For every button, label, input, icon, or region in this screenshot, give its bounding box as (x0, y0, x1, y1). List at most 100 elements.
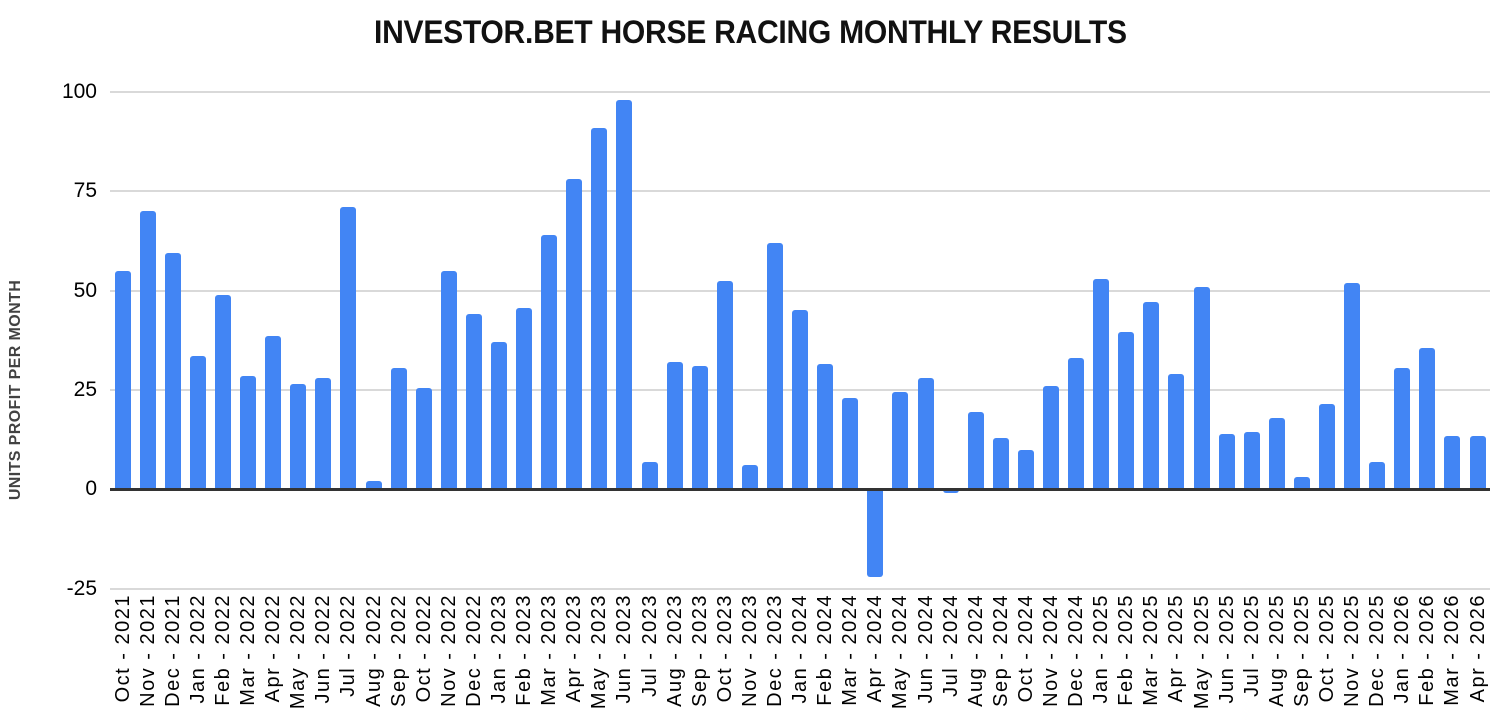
x-tick-label-oct-2022: Oct - 2022 (412, 594, 435, 703)
bar-may-2023 (591, 127, 608, 490)
bar-nov-2021 (139, 211, 156, 490)
x-tick-label-may-2022: May - 2022 (287, 594, 310, 710)
bar-jan-2022 (189, 356, 206, 490)
bar-oct-2025 (1318, 403, 1335, 490)
zero-axis-line (110, 487, 1490, 491)
bar-sep-2025 (1293, 477, 1310, 490)
bar-mar-2025 (1143, 302, 1160, 490)
bar-feb-2024 (817, 364, 834, 490)
bar-may-2025 (1193, 286, 1210, 490)
x-tick-label-jun-2022: Jun - 2022 (312, 594, 335, 704)
x-tick-label-mar-2023: Mar - 2023 (538, 594, 561, 706)
bar-jan-2025 (1093, 278, 1110, 490)
bar-jul-2025 (1243, 431, 1260, 490)
x-tick-label-mar-2026: Mar - 2026 (1441, 594, 1464, 706)
x-tick-label-nov-2022: Nov - 2022 (437, 594, 460, 707)
bar-feb-2023 (516, 308, 532, 490)
bar-oct-2021 (114, 270, 131, 490)
x-tick-label-may-2023: May - 2023 (588, 594, 611, 710)
bar-apr-2023 (566, 179, 583, 490)
bar-dec-2024 (1068, 358, 1084, 490)
x-tick-label-feb-2026: Feb - 2026 (1416, 594, 1439, 706)
bar-apr-2025 (1168, 374, 1185, 490)
bar-nov-2023 (741, 465, 758, 490)
bar-nov-2022 (440, 270, 457, 490)
bar-dec-2021 (164, 252, 181, 490)
x-tick-label-dec-2024: Dec - 2024 (1065, 594, 1087, 707)
bar-mar-2024 (842, 397, 859, 490)
x-tick-label-aug-2023: Aug - 2023 (663, 594, 686, 707)
bar-dec-2025 (1369, 461, 1386, 490)
bar-jun-2023 (616, 99, 633, 490)
x-tick-label-sep-2025: Sep - 2025 (1290, 594, 1313, 707)
bar-nov-2025 (1344, 282, 1360, 490)
bar-feb-2025 (1118, 332, 1135, 490)
x-tick-label-nov-2021: Nov - 2021 (136, 594, 159, 707)
bar-mar-2026 (1444, 435, 1461, 490)
x-tick-label-aug-2025: Aug - 2025 (1265, 594, 1288, 707)
bar-may-2022 (290, 383, 307, 490)
x-tick-label-sep-2024: Sep - 2024 (989, 594, 1012, 707)
bar-jul-2024 (942, 489, 959, 494)
bar-dec-2023 (766, 242, 783, 490)
bar-nov-2024 (1042, 385, 1059, 490)
bar-aug-2022 (365, 481, 382, 490)
x-tick-label-jul-2025: Jul - 2025 (1240, 594, 1263, 697)
x-tick-label-nov-2024: Nov - 2024 (1039, 594, 1062, 707)
x-tick-label-feb-2024: Feb - 2024 (814, 594, 837, 706)
x-tick-label-jan-2023: Jan - 2023 (487, 594, 510, 704)
bar-feb-2026 (1419, 348, 1436, 490)
x-tick-label-jan-2026: Jan - 2026 (1391, 594, 1414, 704)
x-tick-label-sep-2022: Sep - 2022 (387, 594, 410, 707)
x-tick-label-apr-2024: Apr - 2024 (864, 594, 887, 703)
bar-oct-2023 (716, 280, 733, 490)
bar-sep-2023 (691, 366, 708, 490)
x-tick-label-feb-2023: Feb - 2023 (513, 594, 535, 706)
x-tick-label-may-2024: May - 2024 (889, 594, 912, 710)
bar-aug-2024 (967, 411, 984, 490)
bar-jun-2022 (315, 378, 332, 490)
bar-jan-2023 (490, 342, 507, 490)
x-tick-label-feb-2022: Feb - 2022 (211, 594, 234, 706)
bar-jul-2023 (641, 461, 658, 490)
x-tick-label-jul-2022: Jul - 2022 (337, 594, 360, 697)
bar-jan-2026 (1394, 368, 1411, 490)
bar-jun-2024 (917, 378, 934, 490)
bar-jun-2025 (1218, 433, 1235, 490)
bar-mar-2023 (541, 234, 558, 490)
x-tick-label-mar-2025: Mar - 2025 (1140, 594, 1163, 706)
x-tick-label-mar-2022: Mar - 2022 (237, 594, 259, 706)
x-tick-label-oct-2025: Oct - 2025 (1315, 594, 1338, 703)
x-tick-label-oct-2024: Oct - 2024 (1014, 594, 1037, 703)
x-tick-label-jul-2023: Jul - 2023 (638, 594, 661, 697)
chart-title: INVESTOR.BET HORSE RACING MONTHLY RESULT… (0, 14, 1500, 51)
x-tick-label-apr-2025: Apr - 2025 (1165, 594, 1188, 703)
gridline-75 (110, 190, 1490, 193)
bar-dec-2022 (465, 314, 482, 490)
x-tick-label-aug-2022: Aug - 2022 (362, 594, 385, 707)
bar-aug-2023 (666, 362, 683, 490)
x-tick-label-jan-2022: Jan - 2022 (186, 594, 209, 704)
x-tick-label-sep-2023: Sep - 2023 (688, 594, 711, 707)
y-tick-label-75: 75 (73, 179, 97, 203)
chart-title-text: INVESTOR.BET HORSE RACING MONTHLY RESULT… (373, 14, 1127, 50)
bar-may-2024 (892, 391, 909, 490)
x-tick-label-jan-2025: Jan - 2025 (1090, 594, 1113, 704)
bar-apr-2024 (867, 489, 884, 577)
bar-aug-2025 (1268, 417, 1285, 490)
bar-oct-2022 (415, 387, 432, 490)
y-tick-label-100: 100 (61, 79, 97, 103)
bar-jul-2022 (340, 207, 357, 490)
bar-apr-2026 (1469, 435, 1486, 490)
bar-feb-2022 (214, 294, 231, 490)
bar-jan-2024 (792, 310, 808, 490)
y-tick-label-50: 50 (73, 278, 97, 302)
x-tick-label-feb-2025: Feb - 2025 (1115, 594, 1138, 706)
y-tick-label-0: 0 (85, 477, 97, 501)
bar-apr-2022 (265, 336, 282, 490)
y-tick-label-25: 25 (73, 377, 97, 401)
x-tick-label-nov-2025: Nov - 2025 (1341, 594, 1363, 707)
x-tick-label-may-2025: May - 2025 (1190, 594, 1213, 710)
y-axis-title: UNITS PROFIT PER MONTH (7, 279, 24, 501)
